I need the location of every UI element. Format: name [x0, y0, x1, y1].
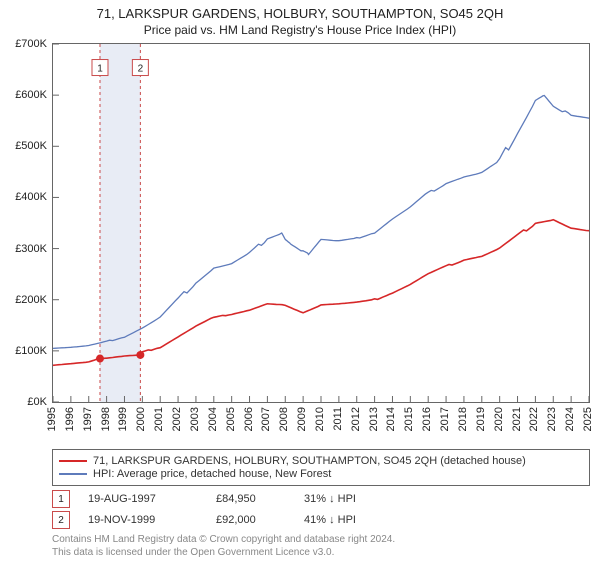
x-tick-label: 1995 — [46, 407, 58, 431]
y-tick-label: £100K — [15, 345, 47, 357]
x-tick-label: 1996 — [64, 407, 76, 431]
chart-title: 71, LARKSPUR GARDENS, HOLBURY, SOUTHAMPT… — [10, 6, 590, 21]
x-tick-label: 2020 — [493, 407, 505, 431]
y-tick-label: £500K — [15, 140, 47, 152]
x-tick-label: 2006 — [243, 407, 255, 431]
legend-swatch — [59, 460, 87, 462]
sale-row: 2 19-NOV-1999 £92,000 41% ↓ HPI — [52, 511, 590, 529]
x-tick-label: 2016 — [421, 407, 433, 431]
x-tick-label: 2005 — [225, 407, 237, 431]
legend: 71, LARKSPUR GARDENS, HOLBURY, SOUTHAMPT… — [52, 449, 590, 486]
y-tick-label: £600K — [15, 89, 47, 101]
x-tick-label: 2011 — [332, 407, 344, 431]
x-tick-label: 2014 — [385, 407, 397, 431]
x-tick-label: 2004 — [207, 407, 219, 431]
license-line-2: This data is licensed under the Open Gov… — [52, 546, 590, 559]
sale-row: 1 19-AUG-1997 £84,950 31% ↓ HPI — [52, 490, 590, 508]
x-tick-label: 1997 — [82, 407, 94, 431]
y-tick-label: £200K — [15, 294, 47, 306]
x-tick-label: 2003 — [189, 407, 201, 431]
sale-marker: 2 — [52, 511, 70, 529]
chart-subtitle: Price paid vs. HM Land Registry's House … — [10, 23, 590, 37]
y-tick-label: £300K — [15, 243, 47, 255]
chart-plot-area: £0K£100K£200K£300K£400K£500K£600K£700K 1… — [52, 43, 590, 403]
x-tick-label: 2007 — [260, 407, 272, 431]
x-tick-label: 2012 — [350, 407, 362, 431]
y-tick-label: £400K — [15, 191, 47, 203]
x-tick-label: 2000 — [135, 407, 147, 431]
x-tick-label: 1999 — [117, 407, 129, 431]
license-text: Contains HM Land Registry data © Crown c… — [52, 533, 590, 559]
x-tick-label: 2023 — [546, 407, 558, 431]
sale-price: £84,950 — [216, 493, 286, 505]
legend-label: HPI: Average price, detached house, New … — [93, 468, 331, 480]
sale-marker: 1 — [52, 490, 70, 508]
chart-svg: 12 — [53, 44, 589, 402]
license-line-1: Contains HM Land Registry data © Crown c… — [52, 533, 590, 546]
x-tick-label: 2022 — [528, 407, 540, 431]
legend-label: 71, LARKSPUR GARDENS, HOLBURY, SOUTHAMPT… — [93, 455, 526, 467]
sales-table: 1 19-AUG-1997 £84,950 31% ↓ HPI 2 19-NOV-1999… — [52, 490, 590, 529]
x-tick-label: 2018 — [457, 407, 469, 431]
x-tick-label: 2017 — [439, 407, 451, 431]
legend-swatch — [59, 473, 87, 475]
sale-date: 19-AUG-1997 — [88, 493, 198, 505]
x-tick-label: 2010 — [314, 407, 326, 431]
x-tick-label: 2021 — [511, 407, 523, 431]
x-tick-label: 2002 — [171, 407, 183, 431]
legend-item: 71, LARKSPUR GARDENS, HOLBURY, SOUTHAMPT… — [59, 455, 583, 467]
x-tick-label: 2001 — [153, 407, 165, 431]
x-axis-labels: 1995199619971998199920002001200220032004… — [52, 403, 590, 443]
sale-date: 19-NOV-1999 — [88, 514, 198, 526]
y-tick-label: £700K — [15, 38, 47, 50]
x-tick-label: 2015 — [403, 407, 415, 431]
svg-text:1: 1 — [97, 64, 103, 75]
svg-text:2: 2 — [138, 64, 144, 75]
sale-pct-vs-hpi: 41% ↓ HPI — [304, 514, 374, 526]
x-tick-label: 2019 — [475, 407, 487, 431]
legend-item: HPI: Average price, detached house, New … — [59, 468, 583, 480]
x-tick-label: 2008 — [278, 407, 290, 431]
sale-price: £92,000 — [216, 514, 286, 526]
x-tick-label: 2025 — [582, 407, 594, 431]
sale-pct-vs-hpi: 31% ↓ HPI — [304, 493, 374, 505]
x-tick-label: 2024 — [564, 407, 576, 431]
y-axis-labels: £0K£100K£200K£300K£400K£500K£600K£700K — [5, 44, 49, 402]
y-tick-label: £0K — [27, 396, 47, 408]
x-tick-label: 2013 — [368, 407, 380, 431]
x-tick-label: 2009 — [296, 407, 308, 431]
x-tick-label: 1998 — [100, 407, 112, 431]
